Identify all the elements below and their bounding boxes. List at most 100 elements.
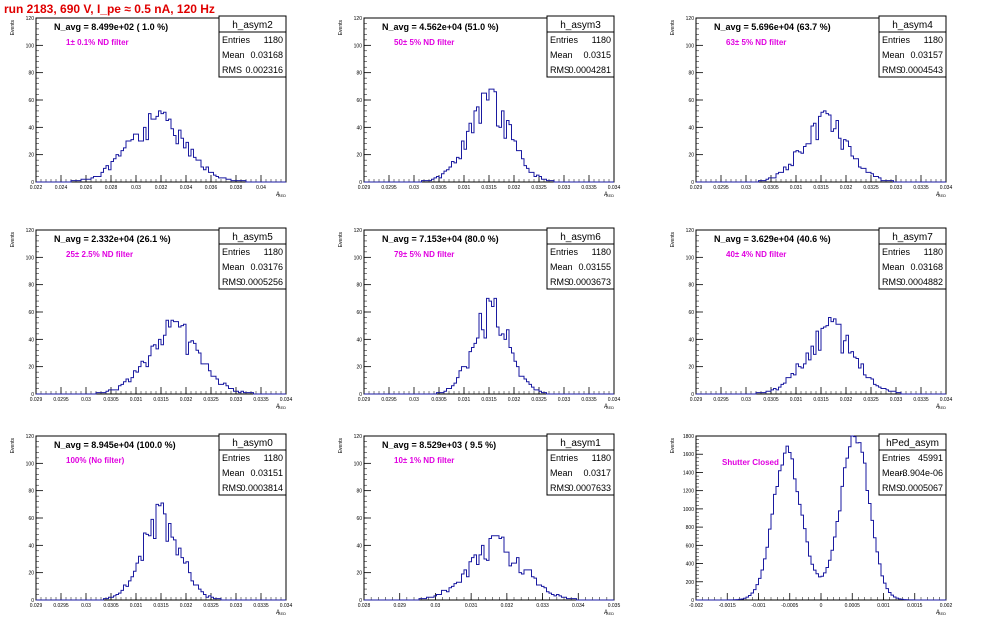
x-axis-label: A [604, 404, 608, 410]
y-tick-label: 20 [28, 153, 34, 159]
stats-box [546, 227, 615, 290]
y-tick-label: 40 [688, 125, 694, 131]
stats-value-entries: 1180 [264, 247, 283, 257]
x-tick-label: 0.0325 [531, 397, 547, 403]
stats-box [878, 433, 947, 496]
y-tick-label: 60 [688, 98, 694, 104]
stats-title: h_asym7 [892, 232, 933, 243]
x-tick-label: 0.031 [458, 185, 471, 191]
y-axis-label: Events [670, 232, 676, 248]
x-tick-label: 0.0315 [153, 397, 169, 403]
y-tick-label: 80 [28, 71, 34, 77]
x-tick-label: 0.0315 [813, 185, 829, 191]
stats-label-entries: Entries [222, 247, 251, 257]
x-tick-label: 0.024 [55, 185, 68, 191]
x-axis-label: A [936, 610, 940, 616]
x-axis-label-sub: LED [278, 611, 286, 616]
stats-label-rms: RMS [222, 65, 242, 75]
y-tick-label: 80 [28, 283, 34, 289]
x-tick-label: 0.04 [256, 185, 266, 191]
y-tick-label: 60 [28, 310, 34, 316]
y-tick-label: 20 [688, 365, 694, 371]
y-tick-label: 20 [28, 365, 34, 371]
y-tick-label: 400 [686, 562, 695, 568]
x-tick-label: 0.0295 [381, 185, 397, 191]
x-tick-label: 0.029 [690, 185, 703, 191]
y-tick-label: 1800 [683, 434, 694, 440]
stats-value-entries: 1180 [592, 453, 611, 463]
stats-label-mean: Mean [550, 262, 573, 272]
navg-label: N_avg = 8.529e+03 ( 9.5 %) [382, 440, 496, 450]
stats-box [878, 227, 947, 290]
stats-box [546, 433, 615, 496]
y-tick-label: 0 [359, 392, 362, 398]
x-tick-label: 0.033 [890, 185, 903, 191]
histogram-panel-h_asym0: 0 20 40 60 80 100 120 0.029 0.0295 0.03 0.0305 0.03… [10, 433, 292, 616]
stats-title: hPed_asym [886, 438, 939, 449]
stats-value-entries: 45991 [918, 453, 943, 463]
y-tick-label: 0 [31, 180, 34, 186]
x-tick-label: 0.034 [940, 185, 953, 191]
y-tick-label: 40 [688, 337, 694, 343]
y-tick-label: 0 [691, 598, 694, 604]
y-tick-label: 20 [356, 365, 362, 371]
x-axis-label-sub: LED [938, 611, 946, 616]
filter-note: 63± 5% ND filter [726, 38, 786, 47]
x-axis-label-sub: LED [606, 193, 614, 198]
stats-label-rms: RMS [222, 483, 242, 493]
x-tick-label: 0.002 [940, 603, 953, 609]
y-tick-label: 120 [686, 228, 695, 234]
stats-value-mean: 0.03151 [250, 468, 283, 478]
stats-box [878, 15, 947, 78]
x-tick-label: 0.028 [105, 185, 118, 191]
stats-box [218, 227, 287, 290]
stats-label-mean: Mean [882, 50, 905, 60]
stats-label-rms: RMS [882, 65, 902, 75]
x-tick-label: 0.0315 [481, 185, 497, 191]
x-tick-label: -0.0005 [781, 603, 798, 609]
x-tick-label: 0.03 [741, 185, 751, 191]
x-tick-label: 0.029 [393, 603, 406, 609]
stats-value-entries: 1180 [592, 247, 611, 257]
y-tick-label: 80 [356, 71, 362, 77]
x-axis-label: A [936, 404, 940, 410]
histogram-bars [364, 535, 614, 601]
stats-value-rms: 0.0004882 [900, 277, 943, 287]
x-tick-label: 0.0305 [431, 397, 447, 403]
histogram-panel-hPed_asym: 0 200 400 600 800 1000 1200 1400 1600 1800 -0.002 -… [670, 433, 953, 616]
y-tick-label: 60 [28, 98, 34, 104]
x-tick-label: 0.032 [508, 185, 521, 191]
x-tick-label: 0.034 [608, 397, 621, 403]
stats-value-entries: 1180 [264, 35, 283, 45]
histogram-panel-h_asym3: 0 20 40 60 80 100 120 0.029 0.0295 0.03 0.0305 0.03… [338, 15, 620, 198]
navg-label: N_avg = 8.945e+04 (100.0 %) [54, 440, 176, 450]
x-tick-label: 0.03 [431, 603, 441, 609]
stats-value-rms: 0.0003673 [568, 277, 611, 287]
stats-label-mean: Mean [550, 50, 573, 60]
x-tick-label: 0.033 [558, 397, 571, 403]
x-axis-label: A [604, 610, 608, 616]
x-tick-label: 0.034 [572, 603, 585, 609]
y-tick-label: 60 [356, 310, 362, 316]
x-tick-label: 0.031 [130, 603, 143, 609]
x-tick-label: 0.001 [877, 603, 890, 609]
x-tick-label: 0.033 [558, 185, 571, 191]
y-tick-label: 40 [356, 543, 362, 549]
stats-label-mean: Mean [222, 262, 245, 272]
y-tick-label: 80 [356, 283, 362, 289]
x-tick-label: 0.0295 [713, 397, 729, 403]
x-tick-label: 0.033 [890, 397, 903, 403]
y-tick-label: 80 [28, 489, 34, 495]
stats-label-rms: RMS [222, 277, 242, 287]
x-tick-label: 0 [820, 603, 823, 609]
stats-value-rms: 0.002316 [245, 65, 283, 75]
x-tick-label: 0.022 [30, 185, 43, 191]
y-axis-label: Events [670, 20, 676, 36]
x-tick-label: 0.0005 [845, 603, 861, 609]
stats-title: h_asym0 [232, 438, 273, 449]
x-tick-label: 0.038 [230, 185, 243, 191]
stats-label-rms: RMS [882, 277, 902, 287]
y-tick-label: 120 [354, 228, 363, 234]
x-tick-label: 0.0015 [907, 603, 923, 609]
